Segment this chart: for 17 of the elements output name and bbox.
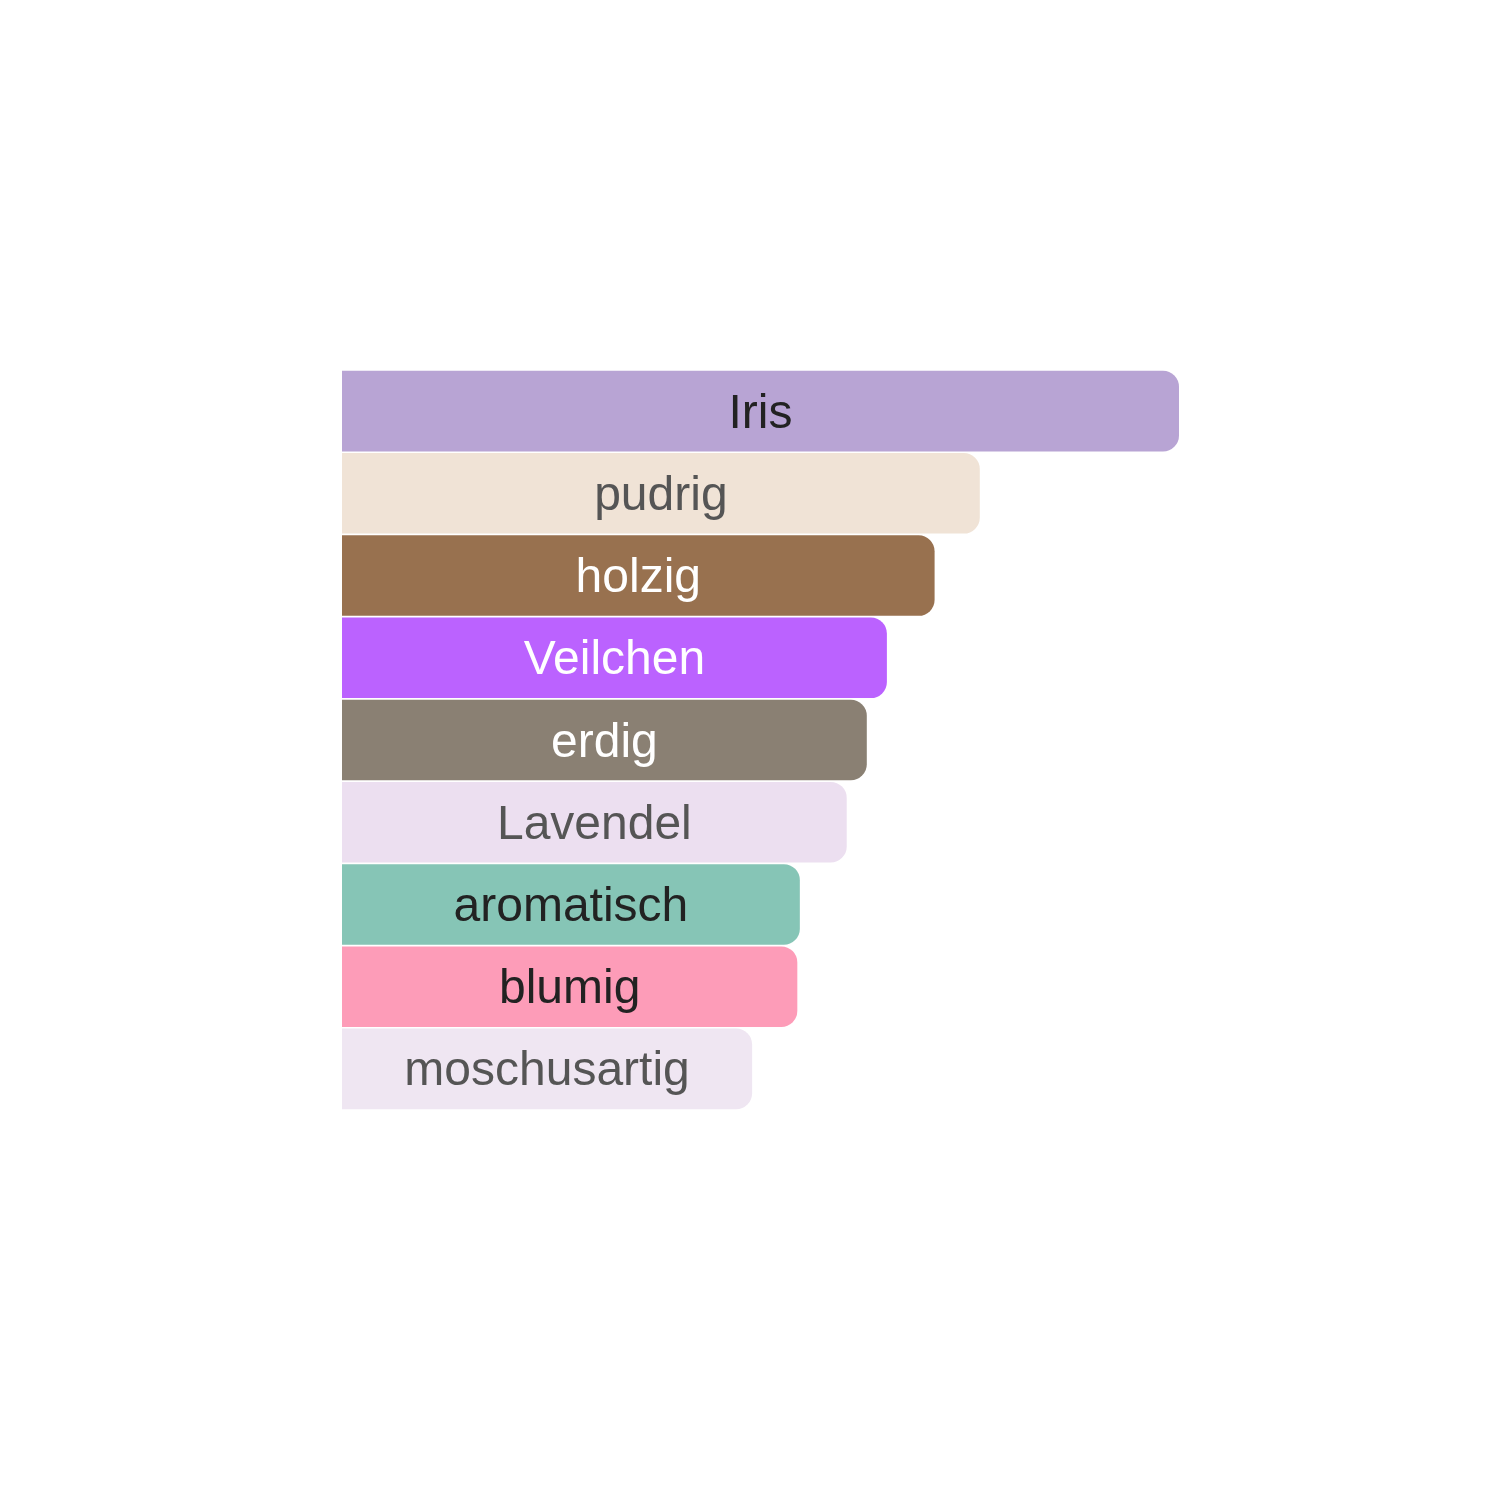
bar bbox=[342, 617, 887, 699]
bar bbox=[342, 370, 1179, 452]
y-tick-label: blumig bbox=[498, 960, 641, 1014]
y-tick-label: Lavendel bbox=[496, 795, 692, 849]
y-tick-label: Iris bbox=[728, 384, 793, 438]
bar bbox=[342, 781, 847, 863]
bar bbox=[342, 453, 980, 534]
bar bbox=[342, 699, 867, 781]
bar bbox=[342, 864, 800, 945]
bar bbox=[342, 535, 935, 616]
y-tick-label: holzig bbox=[575, 549, 702, 603]
y-tick-label: moschusartig bbox=[404, 1042, 690, 1096]
y-tick-label: aromatisch bbox=[453, 877, 689, 931]
y-tick-label: erdig bbox=[551, 713, 658, 767]
y-tick-label: pudrig bbox=[594, 466, 728, 520]
y-tick-label: Veilchen bbox=[523, 631, 706, 685]
bar bbox=[342, 946, 798, 1027]
